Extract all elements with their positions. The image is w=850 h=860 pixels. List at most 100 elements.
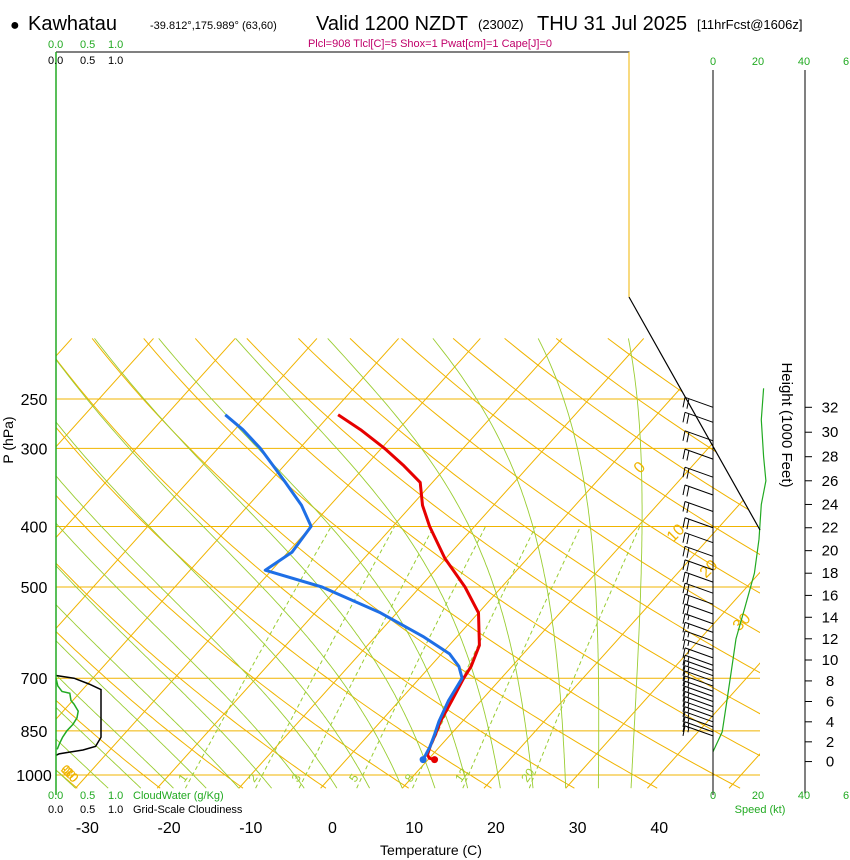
wind-barb-flag	[682, 594, 686, 605]
height-tick-label: 12	[822, 631, 839, 648]
location-coordinates: -39.812°,175.989° (63,60)	[150, 20, 277, 32]
isotherm-line	[238, 338, 645, 789]
wind-barb-flag	[686, 432, 690, 443]
wind-barb-flag	[682, 412, 686, 423]
wind-barb-half-flag	[687, 682, 690, 688]
wind-barb-flag	[682, 675, 686, 687]
wind-barb-flag	[682, 655, 686, 666]
wind-barb-staff	[684, 670, 714, 682]
mixing-ratio-line	[298, 526, 435, 789]
cloudiness-tick-bottom: 0.0	[48, 804, 63, 816]
pressure-tick-label: 850	[21, 724, 48, 741]
valid-time: Valid 1200 NZDT	[316, 13, 468, 35]
dry-adiabat-line	[401, 338, 760, 789]
plot-frame	[56, 51, 630, 297]
mixing-ratio-label: 8	[402, 771, 417, 785]
pressure-tick-label: 400	[21, 519, 48, 536]
wind-barb-flag	[682, 711, 686, 722]
moist-adiabat-line	[537, 338, 600, 789]
wind-barb-flag	[686, 398, 690, 409]
temperature-tick-label: 30	[569, 820, 587, 837]
wind-barb-staff	[684, 675, 714, 687]
wind-barb-flag	[682, 430, 686, 441]
speed-tick-top: 0	[710, 56, 716, 68]
wind-barb	[682, 721, 714, 733]
wind-barb	[682, 621, 714, 633]
mixing-ratio-line	[356, 526, 487, 789]
wind-barb-flag	[682, 572, 686, 583]
wind-barb-flag	[686, 561, 690, 572]
mixing-ratio-line	[255, 526, 396, 789]
moist-adiabat-line	[327, 338, 534, 789]
cloudiness-tick-bottom: 0.5	[80, 804, 95, 816]
wind-barb-half-flag	[687, 623, 690, 629]
wind-barb	[682, 701, 714, 713]
wind-barb-flag	[686, 573, 690, 584]
height-tick-label: 32	[822, 399, 839, 416]
speed-tick-top: 40	[798, 56, 810, 68]
wind-barb	[682, 706, 714, 718]
pressure-tick-label: 250	[21, 392, 48, 409]
wind-barb-half-flag	[687, 640, 690, 646]
temperature-tick-label: -20	[158, 820, 181, 837]
moist-adiabat-line	[94, 338, 436, 789]
height-tick-label: 24	[822, 496, 839, 513]
wind-barb	[682, 711, 714, 723]
wind-barb-flag	[686, 468, 690, 479]
wind-barb-flag	[682, 670, 686, 682]
wind-barb-staff	[684, 665, 714, 677]
dry-adiabat-line	[56, 338, 409, 789]
wind-barb-staff	[684, 696, 714, 708]
wind-barb-flag	[682, 622, 686, 633]
mixing-ratio-line	[462, 526, 582, 789]
x-axis-title: Temperature (C)	[380, 842, 482, 858]
wind-barb	[682, 675, 714, 687]
wind-barb-half-flag	[687, 661, 690, 667]
wind-barb-flag	[682, 484, 686, 496]
wind-barb-flag	[682, 706, 686, 717]
wind-barb	[682, 654, 714, 666]
cloudwater-tick-bottom: 1.0	[108, 790, 123, 802]
wind-barb	[682, 559, 714, 572]
dry-adiabat-line	[56, 338, 492, 789]
height-tick-label: 14	[822, 609, 839, 626]
wind-barb-half-flag	[687, 672, 690, 678]
wind-barb-flag	[686, 595, 690, 606]
wind-barb-staff	[684, 448, 714, 460]
wind-barb-staff	[684, 517, 714, 529]
wind-barb-staff	[684, 660, 714, 671]
dry-adiabat-line	[56, 338, 244, 789]
cloudiness-tick-top: 1.0	[108, 55, 123, 67]
wind-barb-staff	[684, 706, 714, 718]
wind-barb	[682, 484, 714, 497]
wind-barb-half-flag	[687, 632, 690, 638]
wind-barb	[682, 411, 714, 424]
isotherm-line	[56, 338, 154, 789]
wind-barb-flag	[682, 583, 686, 594]
wind-barb-staff	[684, 582, 714, 594]
wind-barb-staff	[684, 691, 714, 702]
wind-barb-flag	[682, 686, 686, 697]
wind-barb-flag	[682, 639, 686, 650]
cloudwater-tick-top: 0.5	[80, 39, 95, 51]
height-tick-label: 0	[826, 754, 834, 771]
wind-barb-staff	[684, 680, 714, 692]
height-tick-label: 26	[822, 473, 839, 490]
wind-barb-flag	[682, 501, 686, 512]
wind-barb-flag	[682, 696, 686, 707]
wind-barb-staff	[684, 621, 714, 633]
isotherm-line	[647, 338, 760, 789]
wind-barb-flag	[682, 613, 686, 624]
moist-adiabat-line	[56, 338, 109, 789]
dry-adiabat-line	[246, 338, 760, 789]
height-tick-label: 10	[822, 652, 839, 669]
wind-barb-staff	[684, 545, 714, 557]
wind-barb-staff	[684, 638, 714, 650]
wind-barb-staff	[684, 571, 714, 583]
wind-barb-flag	[682, 559, 686, 570]
wind-barb-staff	[684, 613, 714, 625]
wind-barb-flag	[682, 716, 686, 727]
wind-barb-staff	[684, 411, 714, 423]
dry-adiabat-line	[56, 338, 575, 789]
wind-barb-half-flag	[687, 708, 690, 714]
